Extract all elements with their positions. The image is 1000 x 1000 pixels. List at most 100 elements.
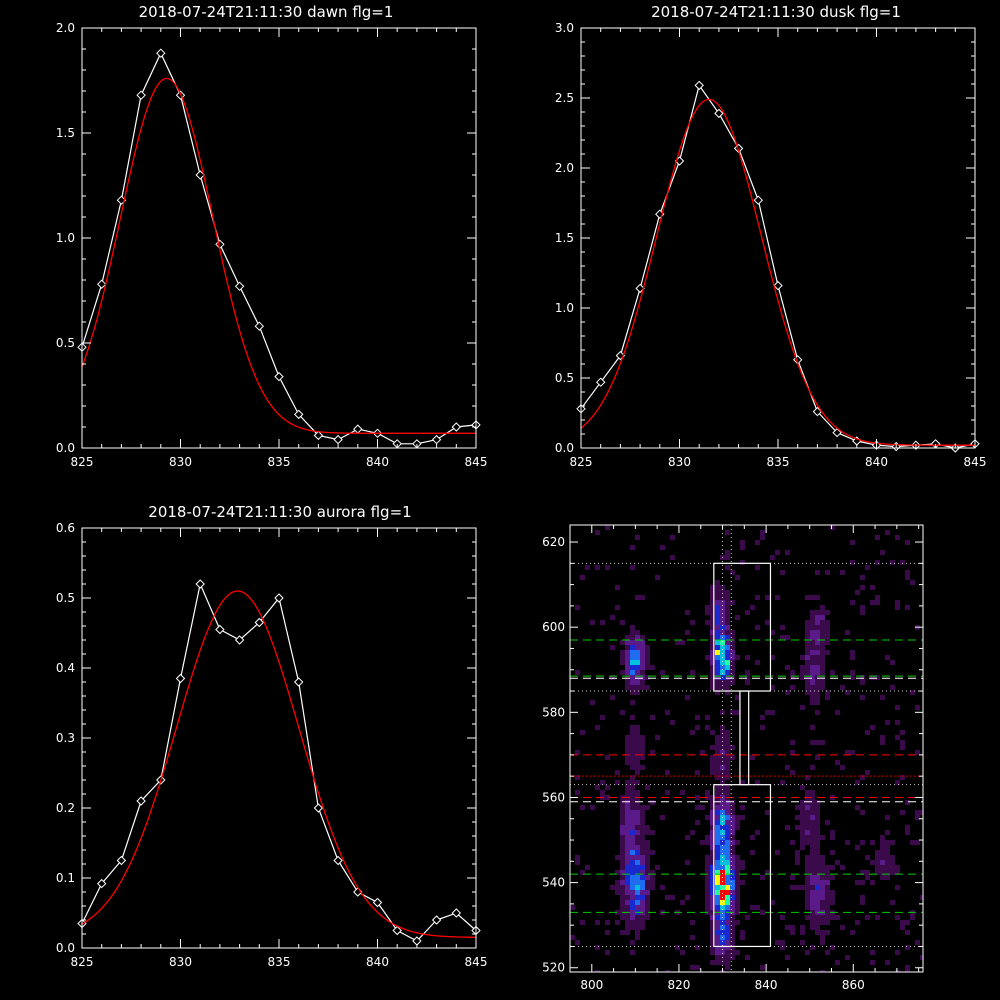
heatmap-cell	[720, 865, 725, 870]
heatmap-cell	[645, 645, 650, 650]
heatmap-cell	[630, 920, 635, 925]
heatmap-cell	[690, 620, 695, 625]
heatmap-cell	[710, 900, 715, 905]
image-plot-frame	[569, 524, 924, 973]
heatmap-cell	[815, 685, 820, 690]
heatmap-cell	[775, 940, 780, 945]
heatmap-cell	[720, 725, 725, 730]
heatmap-cell	[645, 890, 650, 895]
heatmap-cell	[850, 650, 855, 655]
heatmap-cell	[625, 865, 630, 870]
heatmap-cell	[885, 845, 890, 850]
heatmap-cell	[805, 630, 810, 635]
aurora-data-point	[116, 855, 127, 866]
heatmap-cell	[600, 620, 605, 625]
dawn-data-point	[156, 48, 166, 58]
heatmap-cell	[640, 680, 645, 685]
heatmap-cell	[640, 660, 645, 665]
heatmap-cell	[815, 710, 820, 715]
heatmap-cell	[860, 680, 865, 685]
heatmap-cell	[910, 580, 915, 585]
heatmap-cell	[680, 640, 685, 645]
heatmap-cell	[815, 830, 820, 835]
heatmap-cell	[810, 610, 815, 615]
heatmap-cell	[850, 560, 855, 565]
heatmap-cell	[875, 675, 880, 680]
heatmap-cell	[815, 820, 820, 825]
heatmap-cell	[605, 930, 610, 935]
heatmap-cell	[875, 855, 880, 860]
heatmap-cell	[720, 640, 725, 645]
heatmap-cell	[740, 865, 745, 870]
heatmap-cell	[730, 570, 735, 575]
heatmap-cell	[725, 630, 730, 635]
heatmap-cell	[645, 855, 650, 860]
aurora-data-point	[215, 624, 225, 635]
heatmap-cell	[620, 620, 625, 625]
heatmap-cell	[630, 800, 635, 805]
heatmap-cell	[715, 735, 720, 740]
heatmap-cell	[725, 620, 730, 625]
heatmap-cell	[685, 895, 690, 900]
heatmap-cell	[810, 695, 815, 700]
heatmap-cell	[635, 680, 640, 685]
heatmap-cell	[755, 540, 760, 545]
heatmap-cell	[820, 665, 825, 670]
heatmap-cell	[820, 630, 825, 635]
heatmap-cell	[825, 640, 830, 645]
heatmap-cell	[720, 650, 725, 655]
heatmap-cell	[820, 660, 825, 665]
heatmap-cell	[620, 905, 625, 910]
heatmap-cell	[725, 555, 730, 560]
heatmap-cell	[895, 780, 900, 785]
heatmap-cell	[850, 670, 855, 675]
image-xtick-label: 820	[667, 978, 690, 992]
heatmap-cell	[810, 665, 815, 670]
heatmap-cell	[630, 775, 635, 780]
heatmap-cell	[915, 750, 920, 755]
heatmap-cell	[725, 530, 730, 535]
heatmap-cell	[655, 735, 660, 740]
heatmap-cell	[705, 870, 710, 875]
heatmap-cell	[870, 860, 875, 865]
heatmap-cell	[885, 530, 890, 535]
heatmap-cell	[690, 730, 695, 735]
heatmap-cell	[890, 660, 895, 665]
heatmap-cell	[590, 805, 595, 810]
heatmap-cell	[715, 865, 720, 870]
heatmap-cell	[735, 950, 740, 955]
heatmap-cell	[630, 840, 635, 845]
heatmap-cell	[635, 630, 640, 635]
heatmap-cell	[825, 820, 830, 825]
dusk-data-point	[694, 80, 704, 91]
heatmap-cell	[715, 960, 720, 965]
heatmap-cell	[885, 815, 890, 820]
heatmap-cell	[885, 865, 890, 870]
heatmap-cell	[820, 650, 825, 655]
heatmap-cell	[580, 805, 585, 810]
heatmap-cell	[630, 905, 635, 910]
heatmap-cell	[645, 845, 650, 850]
heatmap-cell	[705, 725, 710, 730]
heatmap-cell	[580, 575, 585, 580]
heatmap-cell	[715, 615, 720, 620]
heatmap-cell	[620, 670, 625, 675]
heatmap-cell	[810, 625, 815, 630]
heatmap-cell	[725, 860, 730, 865]
heatmap-cell	[600, 780, 605, 785]
heatmap-cell	[710, 765, 715, 770]
heatmap-cell	[755, 905, 760, 910]
heatmap-cell	[730, 655, 735, 660]
heatmap-cell	[815, 755, 820, 760]
heatmap-cell	[630, 850, 635, 855]
heatmap-cell	[880, 695, 885, 700]
heatmap-cell	[845, 690, 850, 695]
heatmap-cell	[725, 865, 730, 870]
heatmap-cell	[730, 650, 735, 655]
heatmap-cell	[635, 815, 640, 820]
heatmap-cell	[675, 640, 680, 645]
heatmap-cell	[745, 610, 750, 615]
heatmap-cell	[730, 900, 735, 905]
heatmap-cell	[895, 735, 900, 740]
